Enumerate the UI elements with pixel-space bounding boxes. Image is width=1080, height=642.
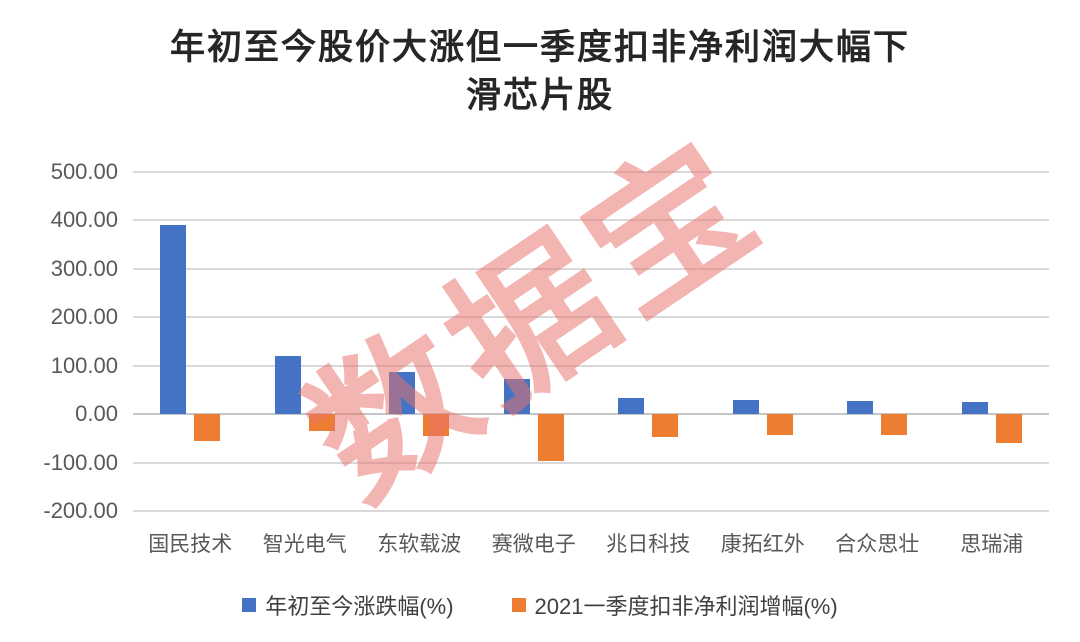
gridline [133,413,1049,416]
bar-blue [961,402,988,415]
chart-title: 年初至今股价大涨但一季度扣非净利润大幅下 滑芯片股 [0,24,1080,120]
bar-orange [308,414,335,431]
x-axis-label: 东软载波 [377,533,462,556]
y-axis-label: 300.00 [50,255,118,281]
gridline [133,510,1049,512]
gridline [133,171,1049,173]
legend-item: 2021一季度扣非净利润增幅(%) [511,589,838,621]
legend-item: 年初至今涨跌幅(%) [242,589,454,621]
legend-marker-icon [511,598,526,612]
bar-blue [160,225,187,415]
gridline [133,364,1049,367]
x-axis-label: 兆日科技 [606,533,691,556]
bar-orange [423,414,450,436]
gridline [133,219,1049,222]
bar-orange [881,414,908,435]
legend-label: 年初至今涨跌幅(%) [265,594,454,619]
chart-title-line1: 年初至今股价大涨但一季度扣非净利润大幅下 [169,28,910,67]
gridline [133,316,1049,319]
legend: 年初至今涨跌幅(%) 2021一季度扣非净利润增幅(%) [0,589,1080,621]
bar-orange [766,414,793,436]
y-axis-label: 100.00 [50,352,118,378]
plot-area [133,171,1049,512]
y-axis: 500.00 400.00 300.00 200.00 100.00 0.00 -100.0… [0,159,118,523]
gridline [133,461,1049,464]
bar-blue [389,372,416,415]
x-axis-label: 智光电气 [262,533,347,556]
bar-blue [274,356,301,415]
x-axis-label: 康拓红外 [720,533,805,556]
x-axis-label: 赛微电子 [491,533,576,556]
y-axis-label: -200.00 [43,498,118,523]
y-axis-label: 200.00 [50,304,118,330]
y-axis-label: -100.00 [43,449,118,475]
x-axis: 国民技术 智光电气 东软载波 赛微电子 兆日科技 康拓红外 合众思壮 思瑞浦 [133,528,1049,558]
x-axis-label: 思瑞浦 [960,533,1024,556]
chart-title-line2: 滑芯片股 [465,76,614,115]
y-axis-label: 0.00 [75,401,118,427]
legend-label: 2021一季度扣非净利润增幅(%) [534,594,838,619]
gridline [133,267,1049,270]
x-axis-label: 合众思壮 [835,533,920,556]
bar-blue [618,398,645,415]
bar-orange [995,414,1022,443]
bar-orange [194,414,221,442]
x-axis-label: 国民技术 [148,533,233,556]
y-axis-label: 400.00 [50,207,118,233]
bar-orange [537,414,564,461]
y-axis-label: 500.00 [50,159,118,184]
legend-marker-icon [242,598,257,612]
bar-blue [732,400,759,415]
bar-orange [652,414,679,438]
bar-blue [847,401,874,415]
bar-blue [503,378,530,415]
